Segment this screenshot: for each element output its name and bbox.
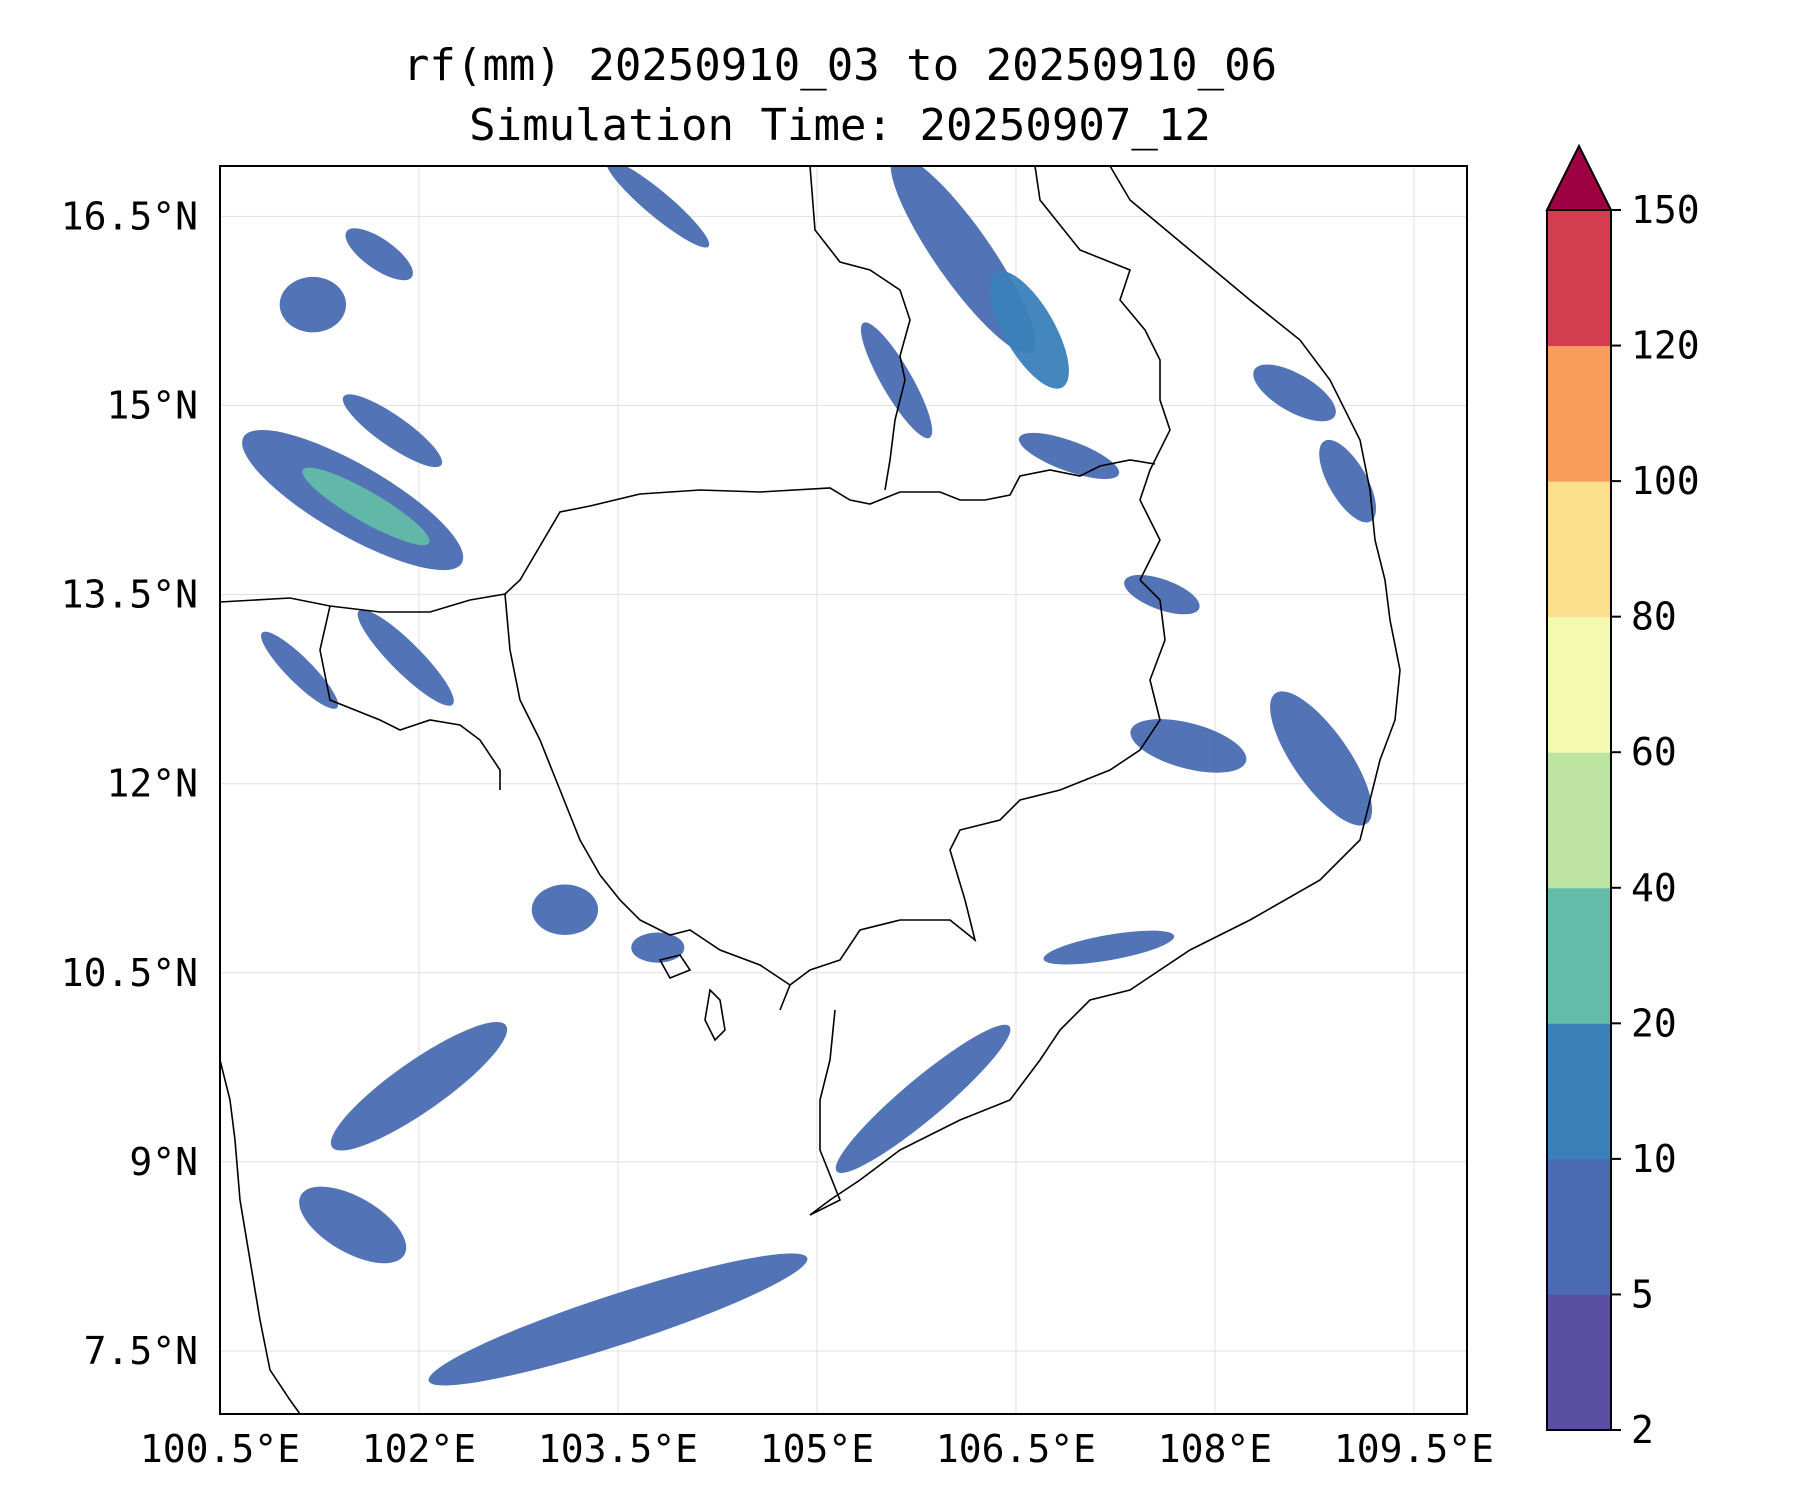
colorbar-label: 100 [1631, 459, 1700, 503]
colorbar-segment [1547, 887, 1611, 1024]
lon-tick-label: 108°E [1158, 1427, 1272, 1471]
map-title-line2: Simulation Time: 20250907_12 [469, 100, 1211, 151]
malay-peninsula-coast [220, 1059, 301, 1414]
lat-tick-label: 13.5°N [61, 573, 198, 617]
colorbar-segment [1547, 1294, 1611, 1431]
rain-cell-nw-cell-3 [342, 394, 443, 468]
rain-cell-vietnam-highland [1130, 719, 1247, 773]
colorbar-segment [1547, 1158, 1611, 1295]
colorbar-segment [1547, 345, 1611, 482]
rain-cell-n-laos-cell [606, 166, 710, 248]
map-title-line1: rf(mm) 20250910_03 to 20250910_06 [402, 40, 1278, 91]
colorbar-label: 120 [1631, 324, 1700, 368]
kong-island [658, 954, 692, 980]
colorbar-segment [1547, 210, 1611, 347]
colorbar-label: 150 [1631, 188, 1700, 232]
lat-tick-label: 10.5°N [61, 951, 198, 995]
gridlines [219, 166, 1467, 1414]
colorbar-label: 80 [1631, 595, 1677, 639]
rain-cell-vietnam-highland-2 [1124, 574, 1200, 615]
vietnam-coastline [809, 166, 1401, 1216]
lat-tick-label: 12°N [106, 762, 198, 806]
map-frame [219, 165, 1468, 1415]
longitude-ticks: 100.5°E 102°E 103.5°E 105°E 106.5°E 108°E 109.… [140, 1427, 1494, 1471]
colorbar-label: 10 [1631, 1137, 1677, 1181]
rain-cell-ne-band-2 [989, 271, 1069, 389]
latitude-ticks: 16.5°N 15°N 13.5°N 12°N 10.5°N 9°N 7.5°N [61, 194, 198, 1373]
rain-cell-nw-cell-5 [261, 631, 339, 709]
rain-cell-nw-cell-2 [345, 228, 413, 281]
lon-tick-label: 109.5°E [1334, 1427, 1494, 1471]
lon-tick-label: 102°E [362, 1427, 476, 1471]
rain-cell-south-sea-band [428, 1253, 808, 1386]
rain-cell-gulf-cell-1 [531, 884, 599, 935]
cambodia-vietnam-border [779, 579, 1166, 1011]
cambodia-thailand-south-border [504, 593, 601, 876]
colorbar-label: 60 [1631, 730, 1677, 774]
thailand-cambodia-border [220, 459, 1156, 613]
colorbar-label: 40 [1631, 866, 1677, 910]
rain-cell-gulf-cell-2 [631, 932, 685, 963]
rain-cell-vietnam-coast-1 [1253, 364, 1336, 422]
rain-cell-w-thailand-core [302, 467, 430, 546]
colorbar: 2 5 10 20 40 60 80 100 120 150 [1545, 143, 1700, 1452]
lat-tick-label: 16.5°N [61, 194, 198, 238]
lon-tick-label: 103.5°E [538, 1427, 698, 1471]
phu-quoc-island [704, 988, 726, 1042]
rain-cell-mekong-delta-band [835, 1024, 1011, 1173]
rain-cell-vietnam-coast-2 [1319, 439, 1377, 523]
colorbar-label: 5 [1631, 1272, 1654, 1316]
lat-tick-label: 9°N [129, 1140, 198, 1184]
colorbar-segment [1547, 752, 1611, 889]
colorbar-extend-arrow [1545, 143, 1613, 211]
rain-cell-ne-band-4 [1018, 432, 1120, 479]
rain-cell-nw-cell-1 [279, 276, 347, 333]
rain-cell-nw-cell-4 [357, 609, 454, 706]
lat-tick-label: 7.5°N [84, 1329, 198, 1373]
rain-cell-ne-band-3 [860, 322, 933, 439]
thailand-laos-border [809, 166, 911, 491]
colorbar-label: 2 [1631, 1408, 1654, 1452]
gulf-coastline [599, 874, 791, 986]
colorbar-segment [1547, 1023, 1611, 1160]
lat-tick-label: 15°N [106, 384, 198, 428]
rain-cell-vietnam-coast-3 [1270, 691, 1373, 826]
rain-cell-sw-gulf-cell [299, 1186, 407, 1264]
rainfall-field [242, 166, 1377, 1386]
laos-vietnam-border [1034, 166, 1171, 581]
thai-gulf-coast [319, 605, 501, 790]
rain-cell-coast-ba-ria [1043, 930, 1175, 965]
coastlines-borders [220, 166, 1401, 1414]
colorbar-label: 20 [1631, 1001, 1677, 1045]
lon-tick-label: 100.5°E [140, 1427, 300, 1471]
colorbar-segment [1547, 616, 1611, 753]
lon-tick-label: 105°E [760, 1427, 874, 1471]
rain-cell-gulf-band [330, 1021, 508, 1151]
colorbar-segment [1547, 481, 1611, 618]
colorbar-outline [1546, 210, 1612, 1431]
lon-tick-label: 106.5°E [936, 1427, 1096, 1471]
